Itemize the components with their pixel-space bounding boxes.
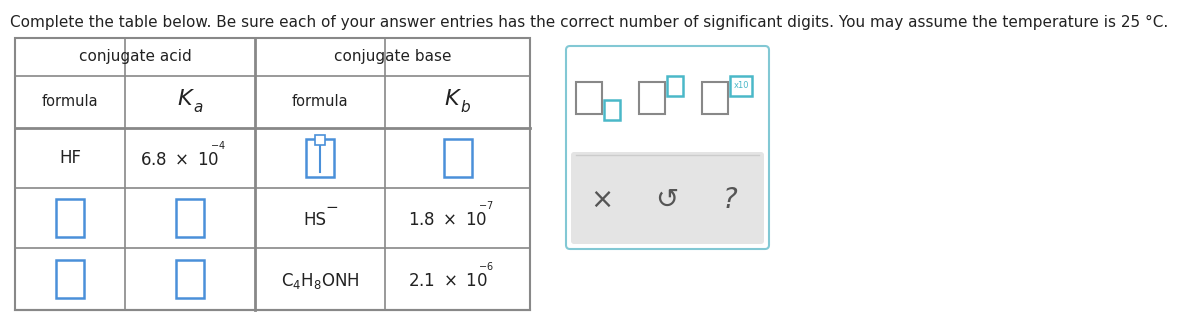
Bar	[14, 38, 530, 310]
Text: $\mathit{K}$: $\mathit{K}$	[444, 89, 462, 109]
Text: ↺: ↺	[655, 186, 679, 214]
Bar	[314, 135, 325, 145]
Text: formula: formula	[42, 94, 98, 109]
Text: $-$: $-$	[325, 198, 338, 213]
Bar	[730, 76, 752, 96]
Text: $\mathit{a}$: $\mathit{a}$	[193, 100, 203, 114]
Text: $2.1\ \times\ 10$: $2.1\ \times\ 10$	[408, 272, 487, 290]
Text: $1.8\ \times\ 10$: $1.8\ \times\ 10$	[408, 211, 487, 229]
Bar	[306, 139, 334, 177]
Text: HS: HS	[304, 211, 326, 229]
Bar	[176, 199, 204, 237]
Text: HF: HF	[59, 149, 82, 167]
Bar	[576, 82, 602, 114]
Text: conjugate base: conjugate base	[334, 50, 451, 65]
Bar	[702, 82, 728, 114]
Text: conjugate acid: conjugate acid	[79, 50, 191, 65]
Text: $^{-7}$: $^{-7}$	[478, 201, 493, 215]
Bar	[604, 100, 620, 120]
Text: $6.8\ \times\ 10$: $6.8\ \times\ 10$	[140, 151, 220, 169]
Text: $\mathit{b}$: $\mathit{b}$	[460, 99, 470, 115]
Bar	[667, 76, 683, 96]
FancyBboxPatch shape	[566, 46, 769, 249]
Text: Complete the table below. Be sure each of your answer entries has the correct nu: Complete the table below. Be sure each o…	[10, 15, 1169, 30]
Bar	[56, 260, 84, 298]
Text: $^{-4}$: $^{-4}$	[210, 141, 226, 155]
Text: formula: formula	[292, 94, 348, 109]
Text: $^{-6}$: $^{-6}$	[478, 262, 493, 276]
Text: $\mathrm{C_4H_8ONH}$: $\mathrm{C_4H_8ONH}$	[281, 271, 359, 291]
Bar	[56, 199, 84, 237]
Bar	[574, 155, 761, 241]
Text: ?: ?	[722, 186, 737, 214]
Bar	[176, 260, 204, 298]
Bar	[640, 82, 665, 114]
FancyBboxPatch shape	[571, 152, 764, 244]
Text: ×: ×	[590, 186, 613, 214]
Bar	[444, 139, 472, 177]
Text: x10: x10	[733, 81, 749, 91]
Text: $\mathit{K}$: $\mathit{K}$	[176, 89, 196, 109]
